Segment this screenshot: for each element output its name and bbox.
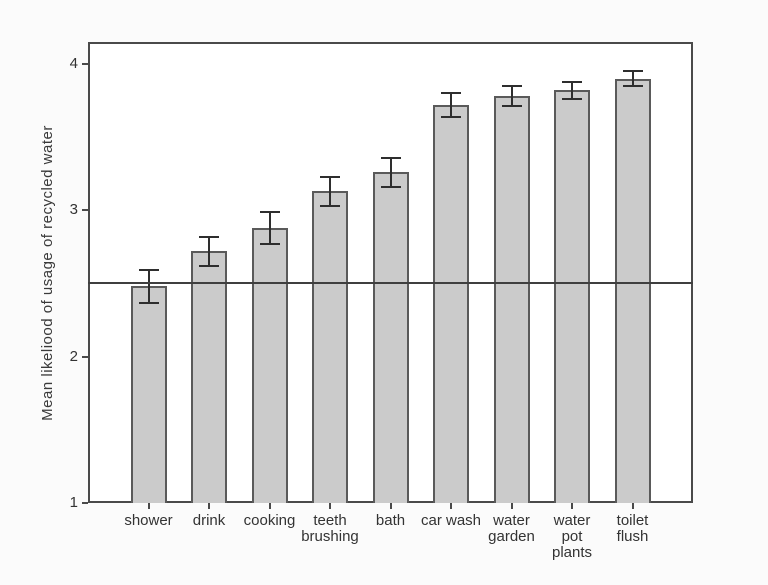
error-bar-cap [562, 98, 582, 101]
error-bar [147, 270, 150, 303]
error-bar-cap [320, 175, 340, 178]
bar [130, 286, 167, 503]
x-tick-label: shower [124, 512, 173, 529]
x-tick-label: teeth brushing [301, 512, 359, 545]
error-bar [631, 71, 634, 86]
x-tick-mark [631, 503, 634, 509]
reference-line [88, 282, 693, 285]
error-bar-cap [380, 156, 401, 159]
error-bar [268, 211, 271, 244]
bar [554, 90, 590, 503]
error-bar-cap [622, 70, 643, 73]
y-tick-label: 3 [69, 201, 78, 219]
error-bar [510, 85, 513, 107]
error-bar-cap [199, 264, 219, 267]
y-axis-label: Mean likeliood of usage of recycled wate… [39, 125, 56, 421]
error-bar-cap [441, 115, 461, 118]
x-tick-label: toilet flush [616, 512, 649, 545]
error-bar [208, 236, 210, 266]
x-tick-label: bath [375, 512, 406, 529]
y-tick-mark [82, 355, 88, 358]
x-tick-label: car wash [420, 512, 482, 529]
x-tick-mark [268, 503, 271, 509]
error-bar [571, 81, 573, 100]
x-tick-mark [510, 503, 513, 509]
bar [191, 251, 227, 503]
bar [372, 172, 409, 503]
y-tick-mark [82, 502, 88, 504]
x-tick-label: water pot plants [551, 512, 593, 561]
x-tick-mark [147, 503, 150, 509]
error-bar [329, 176, 331, 206]
x-tick-mark [571, 503, 573, 509]
error-bar-cap [138, 301, 159, 304]
x-tick-label: drink [192, 512, 226, 529]
error-bar-cap [501, 84, 522, 87]
bar [433, 104, 469, 503]
y-tick-label: 2 [69, 347, 78, 365]
error-bar-cap [501, 105, 522, 108]
error-bar-cap [380, 185, 401, 188]
error-bar [450, 93, 452, 117]
bar [251, 227, 288, 503]
error-bar-cap [320, 204, 340, 207]
x-tick-mark [389, 503, 392, 509]
y-tick-label: 1 [69, 494, 78, 511]
y-tick-mark [82, 62, 88, 65]
x-tick-label: water garden [488, 512, 535, 545]
error-bar-cap [259, 210, 280, 213]
error-bar-cap [259, 242, 280, 245]
bar [493, 96, 530, 503]
error-bar-cap [562, 80, 582, 83]
x-tick-mark [208, 503, 210, 509]
y-tick-label: 4 [69, 54, 78, 72]
error-bar-cap [199, 235, 219, 238]
error-bar-cap [622, 84, 643, 87]
error-bar [389, 157, 392, 187]
x-tick-label: cooking [243, 512, 296, 529]
y-tick-mark [82, 209, 88, 212]
x-tick-mark [329, 503, 331, 509]
x-tick-mark [450, 503, 452, 509]
bar [312, 191, 348, 503]
error-bar-cap [441, 92, 461, 95]
bar [614, 78, 651, 503]
error-bar-cap [138, 269, 159, 272]
